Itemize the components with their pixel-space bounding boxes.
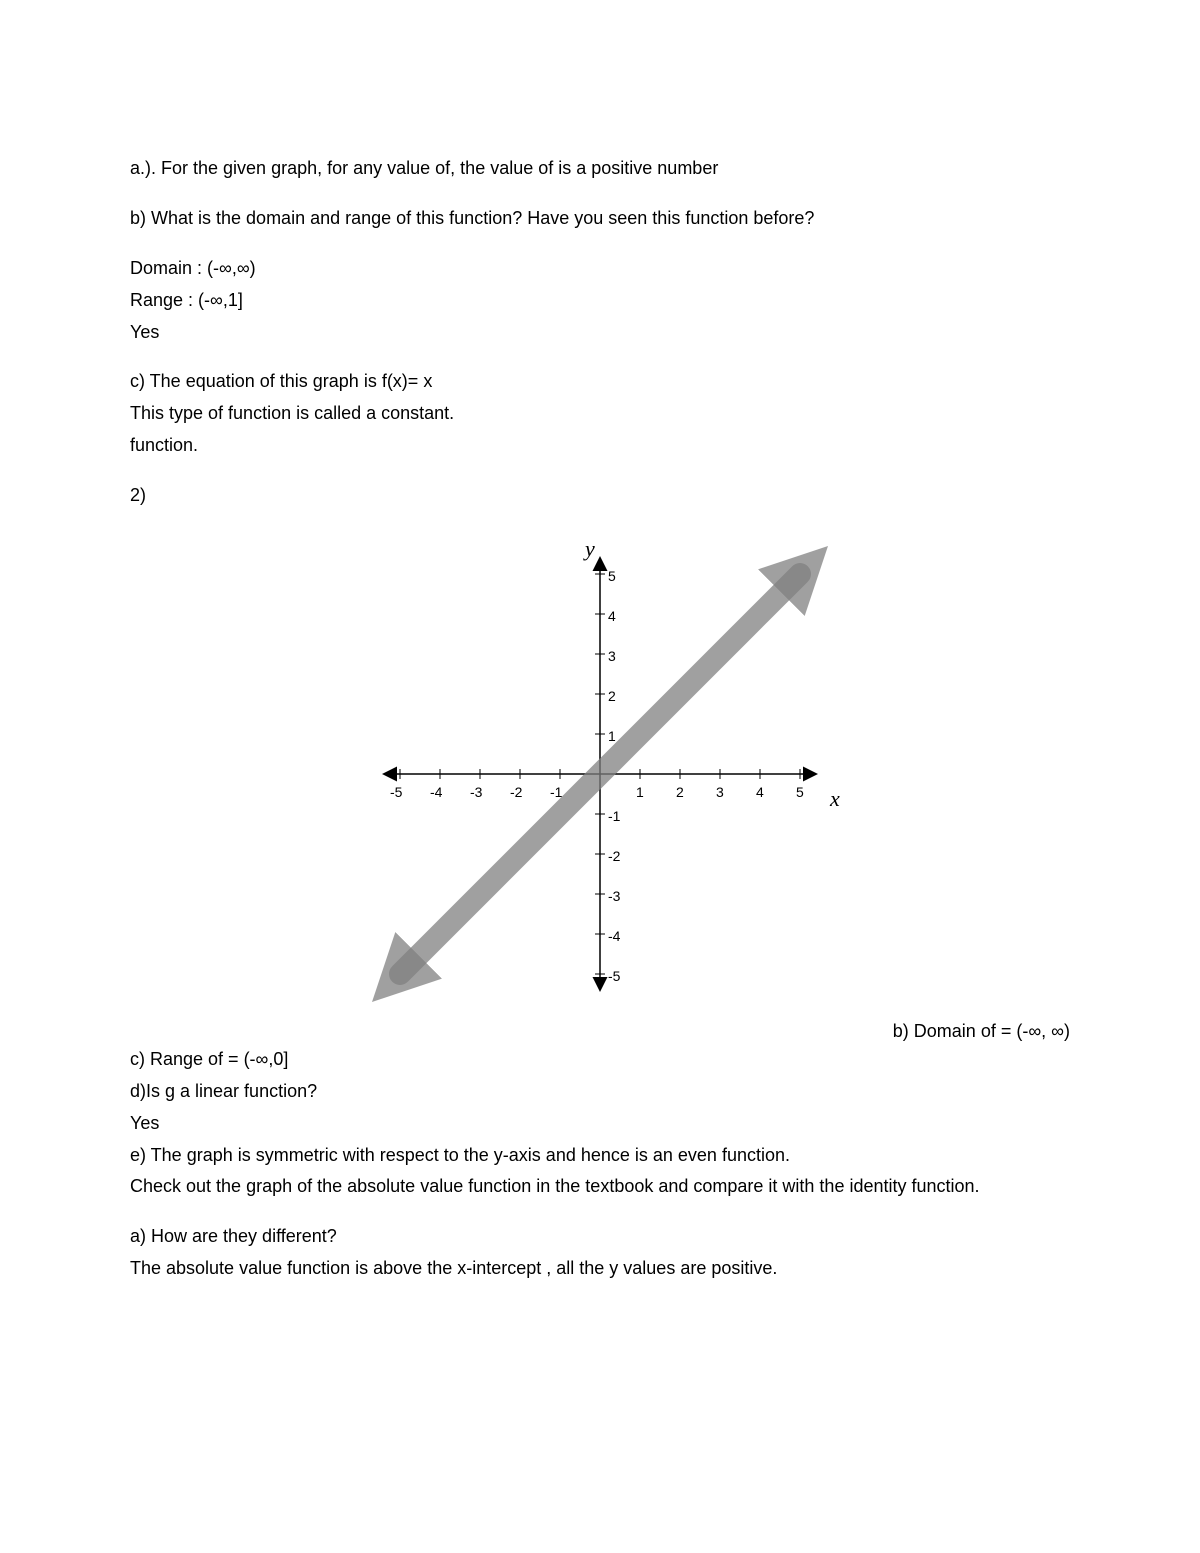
paragraph-e-symmetric: e) The graph is symmetric with respect t…	[130, 1142, 1070, 1170]
paragraph-a1: a.). For the given graph, for any value …	[130, 155, 1070, 183]
domain-line: Domain : (-∞,∞)	[130, 255, 1070, 283]
x-axis-label: x	[830, 782, 840, 816]
x-tick-label: -1	[550, 782, 562, 804]
identity-function-chart: y x -5 -4 -3 -2 -1 1 2 3 4 5 -5 -4 -3 -2 -1 1 2 3 4 5	[320, 532, 880, 1012]
y-tick-label: -4	[608, 926, 620, 948]
x-tick-label: 2	[676, 782, 684, 804]
x-tick-label: 5	[796, 782, 804, 804]
x-tick-label: -2	[510, 782, 522, 804]
x-tick-label: -5	[390, 782, 402, 804]
paragraph-b-domain: b) Domain of = (-∞, ∞)	[873, 1018, 1070, 1046]
y-tick-label: -5	[608, 966, 620, 988]
y-tick-label: -3	[608, 886, 620, 908]
paragraph-c-range: c) Range of = (-∞,0]	[130, 1046, 1070, 1074]
paragraph-e-checkout: Check out the graph of the absolute valu…	[130, 1173, 1070, 1201]
paragraph-a2-question: a) How are they different?	[130, 1223, 1070, 1251]
y-tick-label: 2	[608, 686, 616, 708]
y-tick-label: 1	[608, 726, 616, 748]
range-line: Range : (-∞,1]	[130, 287, 1070, 315]
x-tick-label: -3	[470, 782, 482, 804]
paragraph-c-function: function.	[130, 432, 1070, 460]
x-tick-label: 4	[756, 782, 764, 804]
x-tick-label: 1	[636, 782, 644, 804]
paragraph-c-eq: c) The equation of this graph is f(x)= x	[130, 368, 1070, 396]
y-tick-label: 4	[608, 606, 616, 628]
x-tick-label: -4	[430, 782, 442, 804]
y-axis-label: y	[585, 532, 595, 566]
paragraph-a2-answer: The absolute value function is above the…	[130, 1255, 1070, 1283]
y-tick-label: 3	[608, 646, 616, 668]
y-tick-label: 5	[608, 566, 616, 588]
question-2-label: 2)	[130, 482, 1070, 510]
yes-line-1: Yes	[130, 319, 1070, 347]
y-tick-label: -2	[608, 846, 620, 868]
x-tick-label: 3	[716, 782, 724, 804]
y-tick-label: -1	[608, 806, 620, 828]
yes-line-2: Yes	[130, 1110, 1070, 1138]
paragraph-b-question: b) What is the domain and range of this …	[130, 205, 1070, 233]
paragraph-d-question: d)Is g a linear function?	[130, 1078, 1070, 1106]
paragraph-c-type: This type of function is called a consta…	[130, 400, 1070, 428]
